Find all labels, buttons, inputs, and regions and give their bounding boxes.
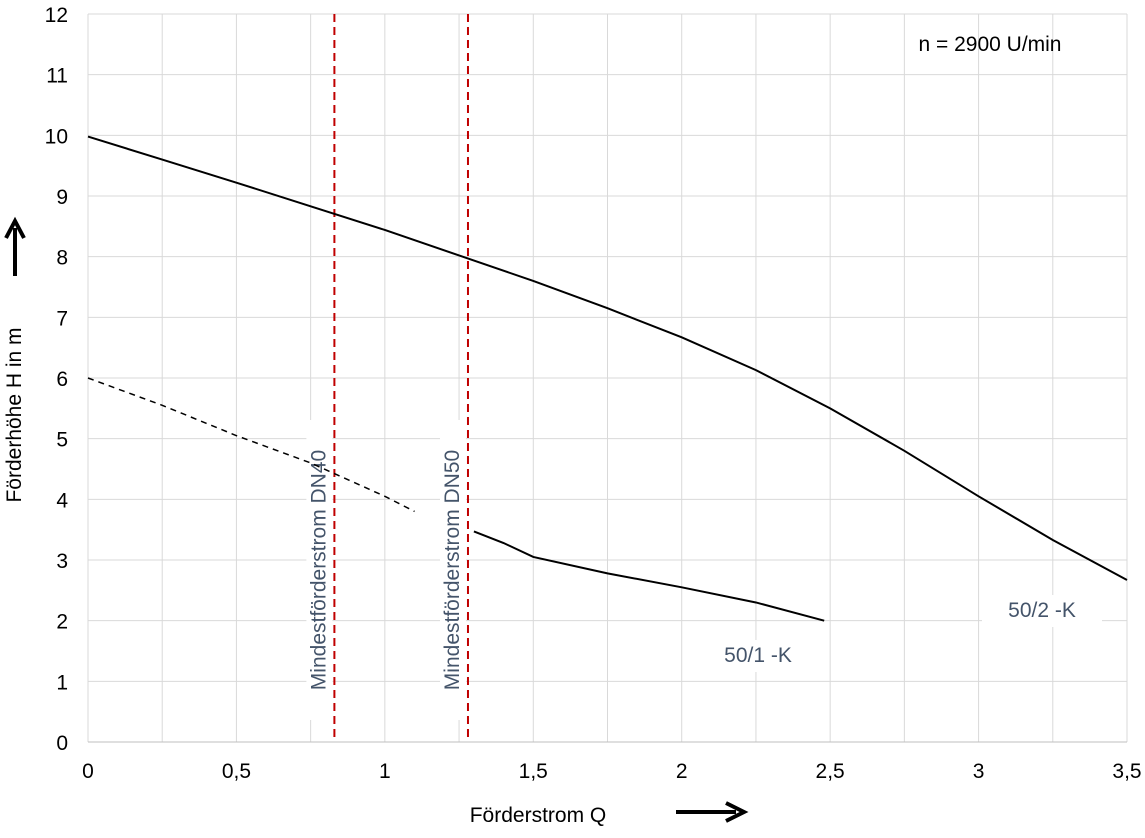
- x-tick-label: 2,5: [816, 760, 845, 783]
- curve-label: 50/1 -K: [724, 644, 792, 667]
- y-tick-label: 10: [45, 125, 68, 148]
- reference-label: Mindestförderstrom DN40: [307, 450, 330, 690]
- y-axis-label: Förderhöhe H in m: [3, 327, 26, 502]
- x-tick-label: 1: [379, 760, 391, 783]
- x-tick-label: 0,5: [222, 760, 251, 783]
- label-background: [698, 640, 818, 672]
- curve: [87, 135, 1128, 581]
- label-background: [910, 29, 1070, 60]
- reference-label: Mindestförderstrom DN50: [441, 450, 464, 690]
- curve: [87, 377, 415, 513]
- y-tick-label: 1: [56, 671, 68, 694]
- y-tick-label: 8: [56, 247, 68, 270]
- y-tick-label: 5: [56, 429, 68, 452]
- label-background: [982, 595, 1102, 627]
- grid: [87, 13, 1128, 743]
- y-tick-label: 7: [56, 307, 68, 330]
- y-tick-label: 6: [56, 368, 68, 391]
- label-background: [439, 420, 466, 720]
- y-tick-label: 3: [56, 550, 68, 573]
- curve-label: 50/2 -K: [1008, 599, 1076, 622]
- x-axis-label: Förderstrom Q: [470, 804, 607, 827]
- x-arrow: [676, 801, 749, 823]
- x-tick-label: 0: [82, 760, 94, 783]
- x-tick-label: 2: [676, 760, 688, 783]
- y-tick-label: 12: [45, 4, 68, 27]
- annotation: n = 2900 U/min: [918, 33, 1061, 56]
- y-tick-label: 11: [46, 65, 68, 88]
- x-tick-label: 1,5: [519, 760, 548, 783]
- curve: [473, 530, 825, 622]
- y-tick-label: 4: [56, 489, 68, 512]
- y-tick-label: 2: [56, 611, 68, 634]
- x-tick-label: 3,5: [1112, 760, 1141, 783]
- y-tick-label: 9: [56, 186, 68, 209]
- y-arrow: [4, 216, 26, 276]
- y-tick-label: 0: [56, 732, 68, 755]
- x-tick-label: 3: [973, 760, 985, 783]
